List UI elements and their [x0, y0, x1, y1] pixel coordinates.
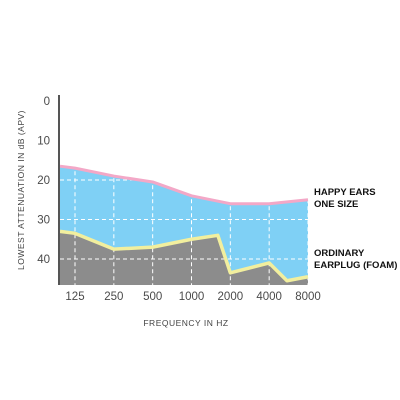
y-axis-title: LOWEST ATTENUATION IN dB (APV) — [16, 110, 26, 270]
x-tick-label: 1000 — [179, 291, 205, 303]
y-tick-label: 30 — [37, 215, 50, 227]
x-tick-labels: 125 250 500 1000 2000 4000 8000 — [65, 291, 320, 303]
happy-ears-line — [59, 164, 309, 206]
y-tick-label: 40 — [37, 254, 50, 266]
chart-lines — [59, 164, 309, 283]
y-tick-label: 20 — [37, 175, 50, 187]
ordinary-earplug-line — [59, 229, 309, 283]
y-tick-label: 0 — [44, 96, 50, 108]
series-label-line: EARPLUG (FOAM) — [314, 260, 397, 271]
x-tick-label: 125 — [65, 291, 84, 303]
series-label-line: ONE SIZE — [314, 199, 358, 210]
x-tick-label: 4000 — [256, 291, 282, 303]
ordinary-earplug-area — [60, 231, 308, 285]
chart-areas — [60, 166, 308, 285]
series-label-line: ORDINARY — [314, 248, 365, 259]
x-tick-label: 2000 — [218, 291, 244, 303]
series-label-line: HAPPY EARS — [314, 187, 376, 198]
y-tick-label: 10 — [37, 136, 50, 148]
x-tick-label: 8000 — [295, 291, 321, 303]
x-tick-label: 250 — [104, 291, 123, 303]
y-tick-labels: 0 10 20 30 40 — [37, 96, 50, 266]
x-tick-label: 500 — [143, 291, 162, 303]
x-axis-title: FREQUENCY IN HZ — [143, 318, 228, 328]
